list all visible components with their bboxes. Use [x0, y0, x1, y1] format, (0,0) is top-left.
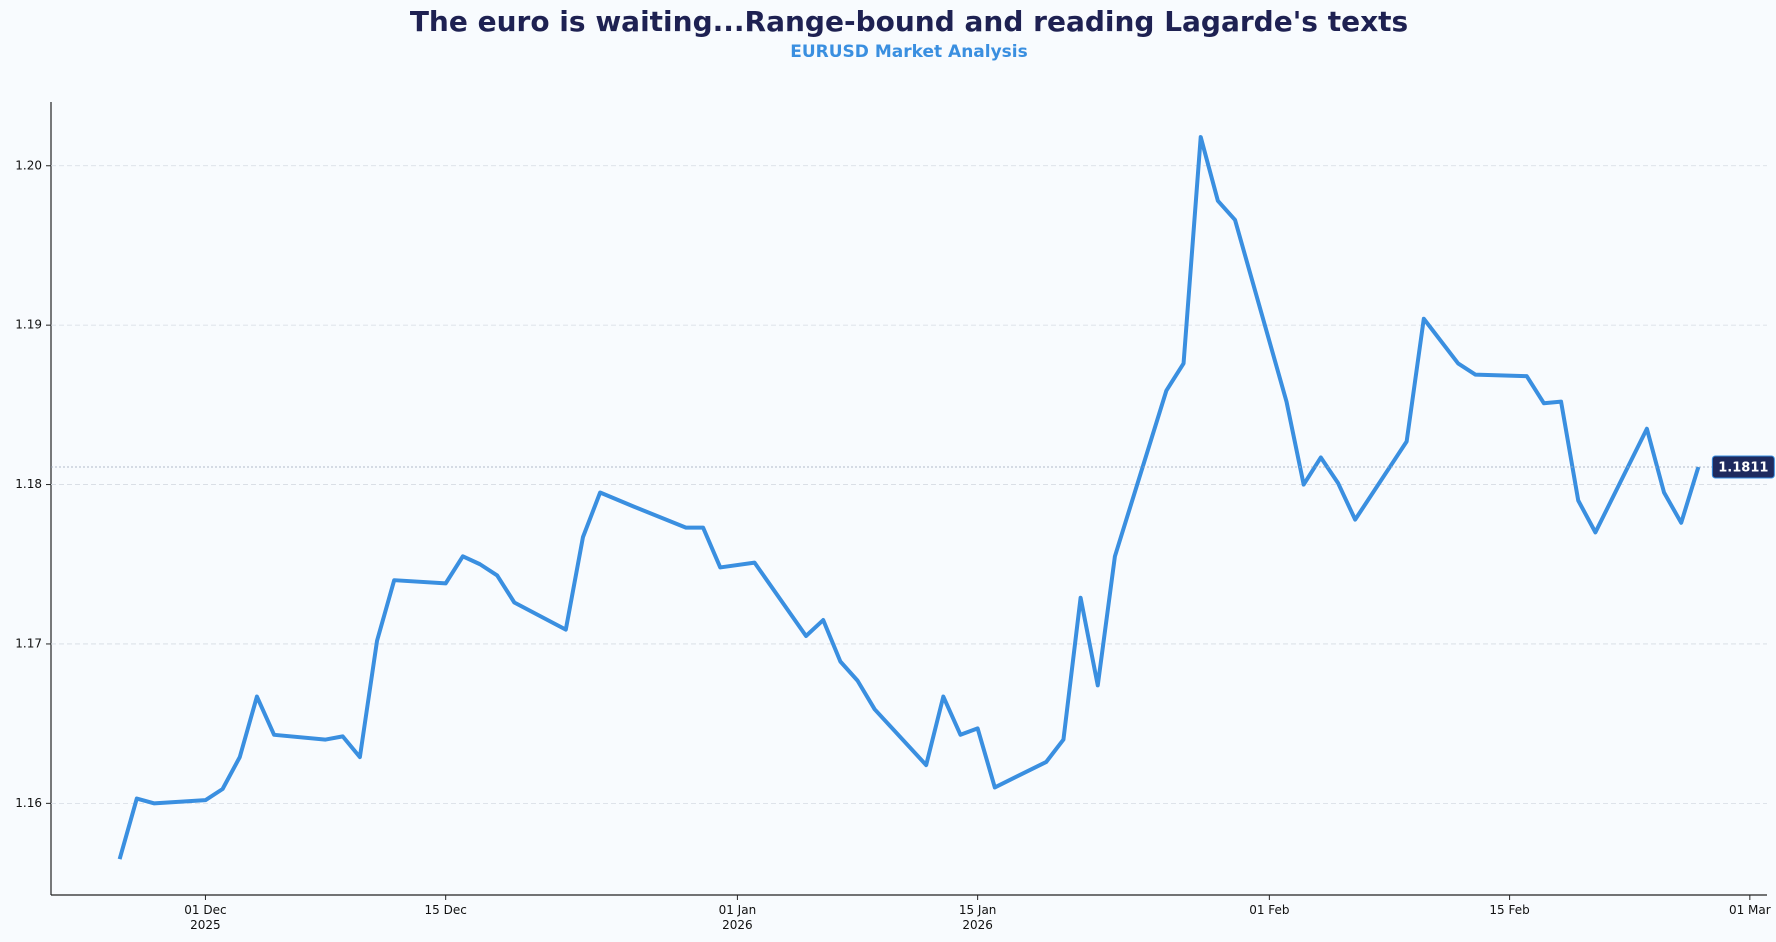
- y-tick-label: 1.18: [15, 477, 42, 491]
- price-line: [117, 135, 1701, 860]
- chart-subtitle: EURUSD Market Analysis: [790, 42, 1028, 62]
- y-tick-label: 1.19: [15, 318, 42, 332]
- last-price-badge: [1711, 455, 1775, 479]
- x-tick-label: 01 Jan 2026: [718, 903, 757, 932]
- y-tick-label: 1.20: [15, 158, 42, 172]
- chart-title: The euro is waiting...Range-bound and re…: [410, 5, 1408, 38]
- x-tick-label: 15 Feb: [1489, 903, 1530, 917]
- x-tick-label: 01 Dec 2025: [184, 903, 227, 932]
- x-tick-label: 15 Dec: [424, 903, 467, 917]
- x-tick-label: 15 Jan 2026: [958, 903, 997, 932]
- last-price-label: 1.1811: [1718, 461, 1768, 476]
- y-tick-label: 1.17: [15, 636, 42, 650]
- x-tick-label: 01 Feb: [1249, 903, 1290, 917]
- x-tick-label: 01 Mar: [1728, 903, 1771, 917]
- y-tick-label: 1.16: [15, 796, 42, 810]
